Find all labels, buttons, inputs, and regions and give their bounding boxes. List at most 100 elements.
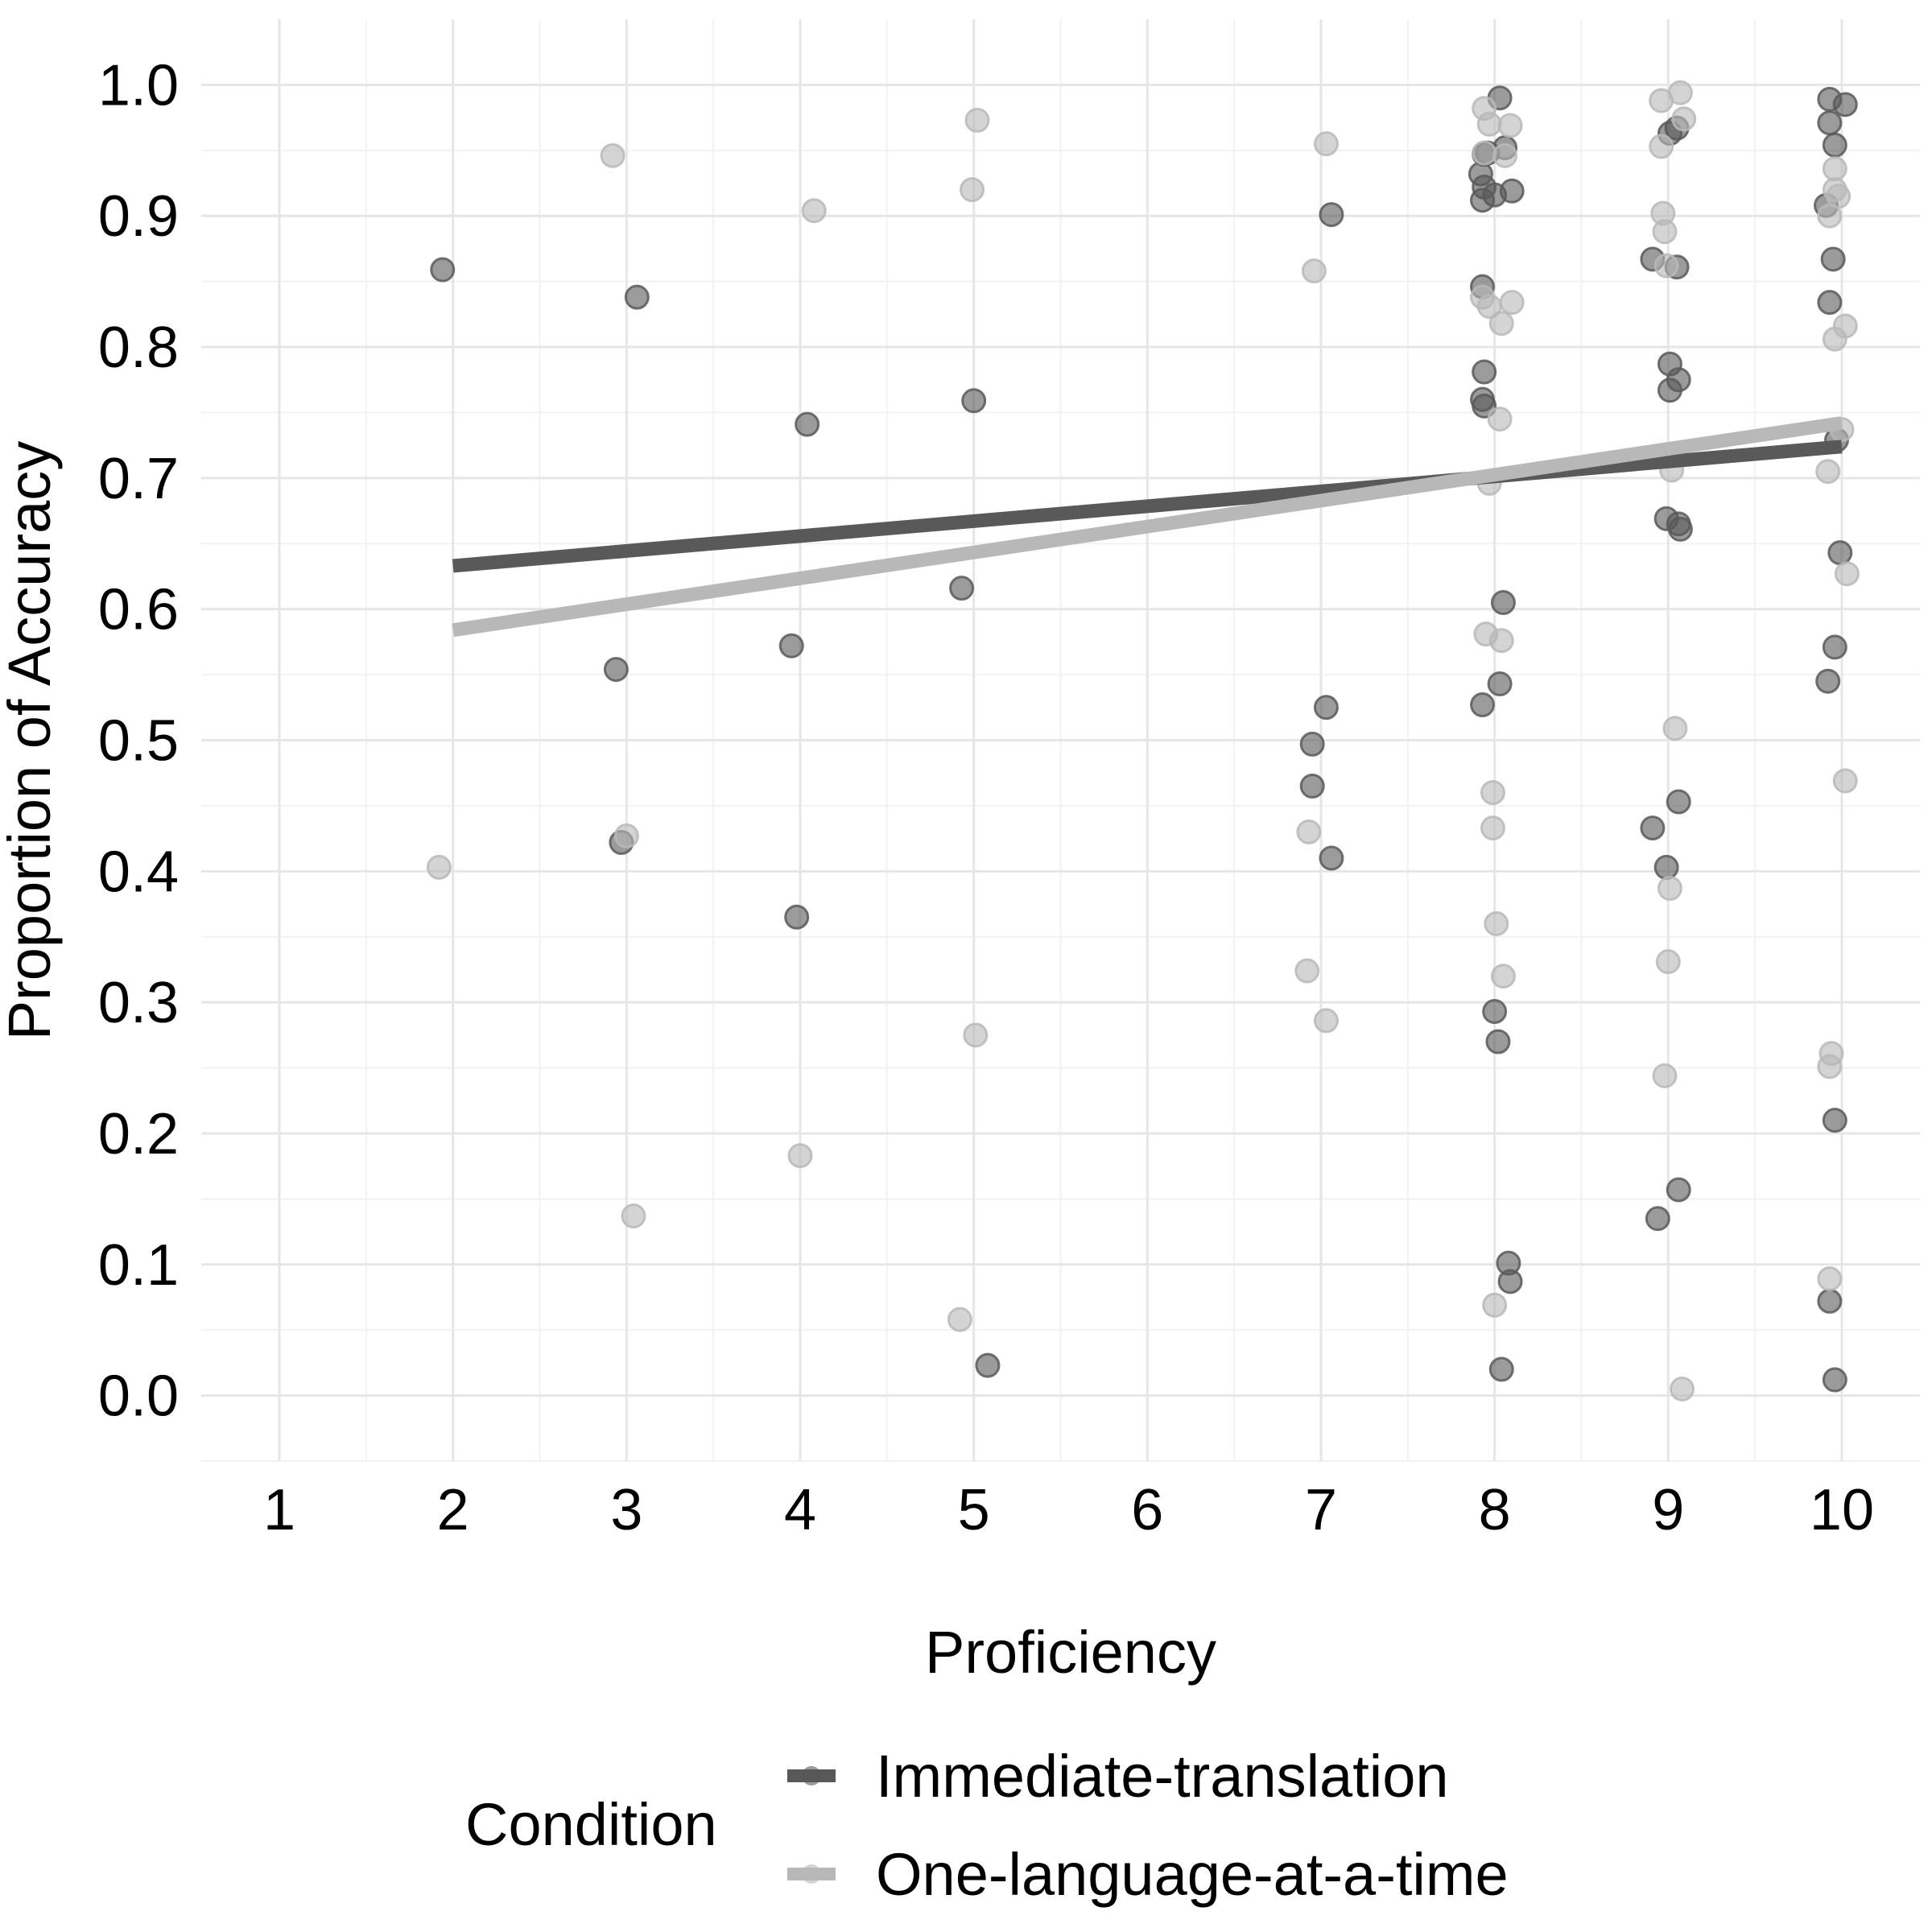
data-point	[1497, 1269, 1523, 1294]
data-point	[778, 633, 804, 658]
x-tick-label: 10	[1810, 1478, 1874, 1542]
data-point	[1487, 407, 1513, 432]
legend: Condition Immediate-translation One-lang…	[465, 1743, 1509, 1908]
data-point	[1655, 949, 1681, 975]
data-point	[1487, 671, 1513, 696]
x-tick-label: 5	[958, 1478, 990, 1542]
data-point	[961, 388, 987, 414]
data-point	[1313, 131, 1339, 157]
x-tick-label: 8	[1479, 1478, 1511, 1542]
data-point	[947, 1307, 972, 1332]
data-point	[1667, 516, 1693, 542]
y-axis-ticks: 0.0 0.1 0.2 0.3 0.4 0.5 0.6 0.7 0.8 0.9 1.0	[98, 53, 179, 1428]
data-point	[1296, 819, 1322, 844]
x-tick-label: 4	[784, 1478, 816, 1542]
trend-line-one-language-at-a-time	[452, 416, 1843, 638]
data-point	[1490, 590, 1516, 616]
y-tick-label: 0.1	[98, 1233, 179, 1298]
data-point	[1657, 378, 1682, 403]
data-point	[960, 177, 985, 203]
trend-line-immediate-translation	[452, 440, 1843, 573]
data-point	[1480, 815, 1505, 841]
data-point	[795, 411, 820, 437]
data-point	[1472, 140, 1497, 166]
data-point	[1488, 628, 1514, 654]
data-point	[621, 1203, 646, 1229]
data-point	[1313, 1008, 1339, 1034]
data-point	[963, 1022, 989, 1048]
data-point	[1834, 561, 1860, 587]
data-point	[1319, 845, 1344, 871]
data-point	[430, 257, 456, 283]
data-point	[1662, 716, 1688, 741]
data-point	[1649, 134, 1674, 159]
data-point	[1815, 459, 1841, 485]
data-point	[964, 107, 990, 133]
data-point	[1499, 178, 1525, 204]
data-point	[1827, 540, 1853, 566]
data-point	[1294, 958, 1320, 984]
data-point	[1492, 142, 1518, 168]
data-point	[1653, 854, 1679, 880]
data-point	[1488, 1356, 1514, 1382]
data-point	[1667, 80, 1693, 105]
x-tick-label: 3	[610, 1478, 642, 1542]
data-point	[801, 198, 827, 224]
data-point	[787, 1143, 813, 1169]
data-point	[1666, 789, 1691, 815]
data-point	[1490, 964, 1516, 989]
x-tick-label: 9	[1652, 1478, 1684, 1542]
series-points-immediate-translation	[430, 85, 1858, 1393]
data-point	[1299, 731, 1325, 757]
data-point	[1832, 92, 1858, 118]
legend-label-immediate-translation: Immediate-translation	[876, 1743, 1449, 1810]
data-point	[1822, 132, 1847, 158]
data-point	[1817, 110, 1843, 136]
legend-key-one-language-at-a-time	[787, 1864, 836, 1884]
x-tick-label: 2	[437, 1478, 469, 1542]
x-tick-label: 6	[1131, 1478, 1163, 1542]
data-point	[1815, 668, 1841, 694]
data-point	[1670, 1376, 1695, 1402]
data-point	[1657, 875, 1682, 901]
y-tick-label: 0.2	[98, 1102, 179, 1166]
data-point	[613, 823, 639, 848]
minor-gridlines	[201, 19, 1920, 1462]
x-axis-ticks: 1 2 3 4 5 6 7 8 9 10	[263, 1478, 1874, 1542]
data-point	[1832, 768, 1858, 794]
data-point	[1485, 1029, 1511, 1055]
data-point	[1822, 156, 1847, 182]
data-point	[1484, 910, 1509, 936]
y-tick-label: 0.6	[98, 578, 179, 642]
data-point	[784, 904, 810, 930]
data-point	[1817, 203, 1843, 229]
data-point	[426, 854, 452, 880]
data-point	[1817, 1288, 1843, 1314]
y-tick-label: 0.5	[98, 709, 179, 774]
data-point	[600, 142, 625, 168]
data-point	[1488, 311, 1514, 336]
y-tick-label: 1.0	[98, 53, 179, 118]
data-point	[1822, 634, 1847, 660]
legend-title: Condition	[465, 1791, 717, 1858]
data-point	[975, 1352, 1001, 1378]
data-point	[1470, 188, 1496, 213]
data-point	[1472, 359, 1497, 385]
data-point	[624, 284, 650, 310]
legend-dot-immediate-translation	[802, 1766, 821, 1785]
legend-label-one-language-at-a-time: One-language-at-a-time	[876, 1841, 1509, 1908]
data-point	[1499, 290, 1525, 316]
data-point	[1640, 815, 1666, 841]
data-point	[1822, 1108, 1847, 1133]
y-tick-label: 0.0	[98, 1364, 179, 1429]
data-point	[1822, 1367, 1847, 1393]
data-point	[603, 657, 629, 683]
y-axis-title: Proportion of Accuracy	[0, 441, 63, 1040]
data-point	[1817, 1054, 1843, 1080]
y-tick-label: 0.4	[98, 840, 179, 904]
data-point	[1671, 106, 1697, 132]
data-point	[1652, 219, 1678, 245]
x-tick-label: 1	[263, 1478, 295, 1542]
